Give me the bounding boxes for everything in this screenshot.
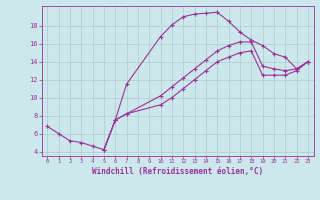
X-axis label: Windchill (Refroidissement éolien,°C): Windchill (Refroidissement éolien,°C) xyxy=(92,167,263,176)
